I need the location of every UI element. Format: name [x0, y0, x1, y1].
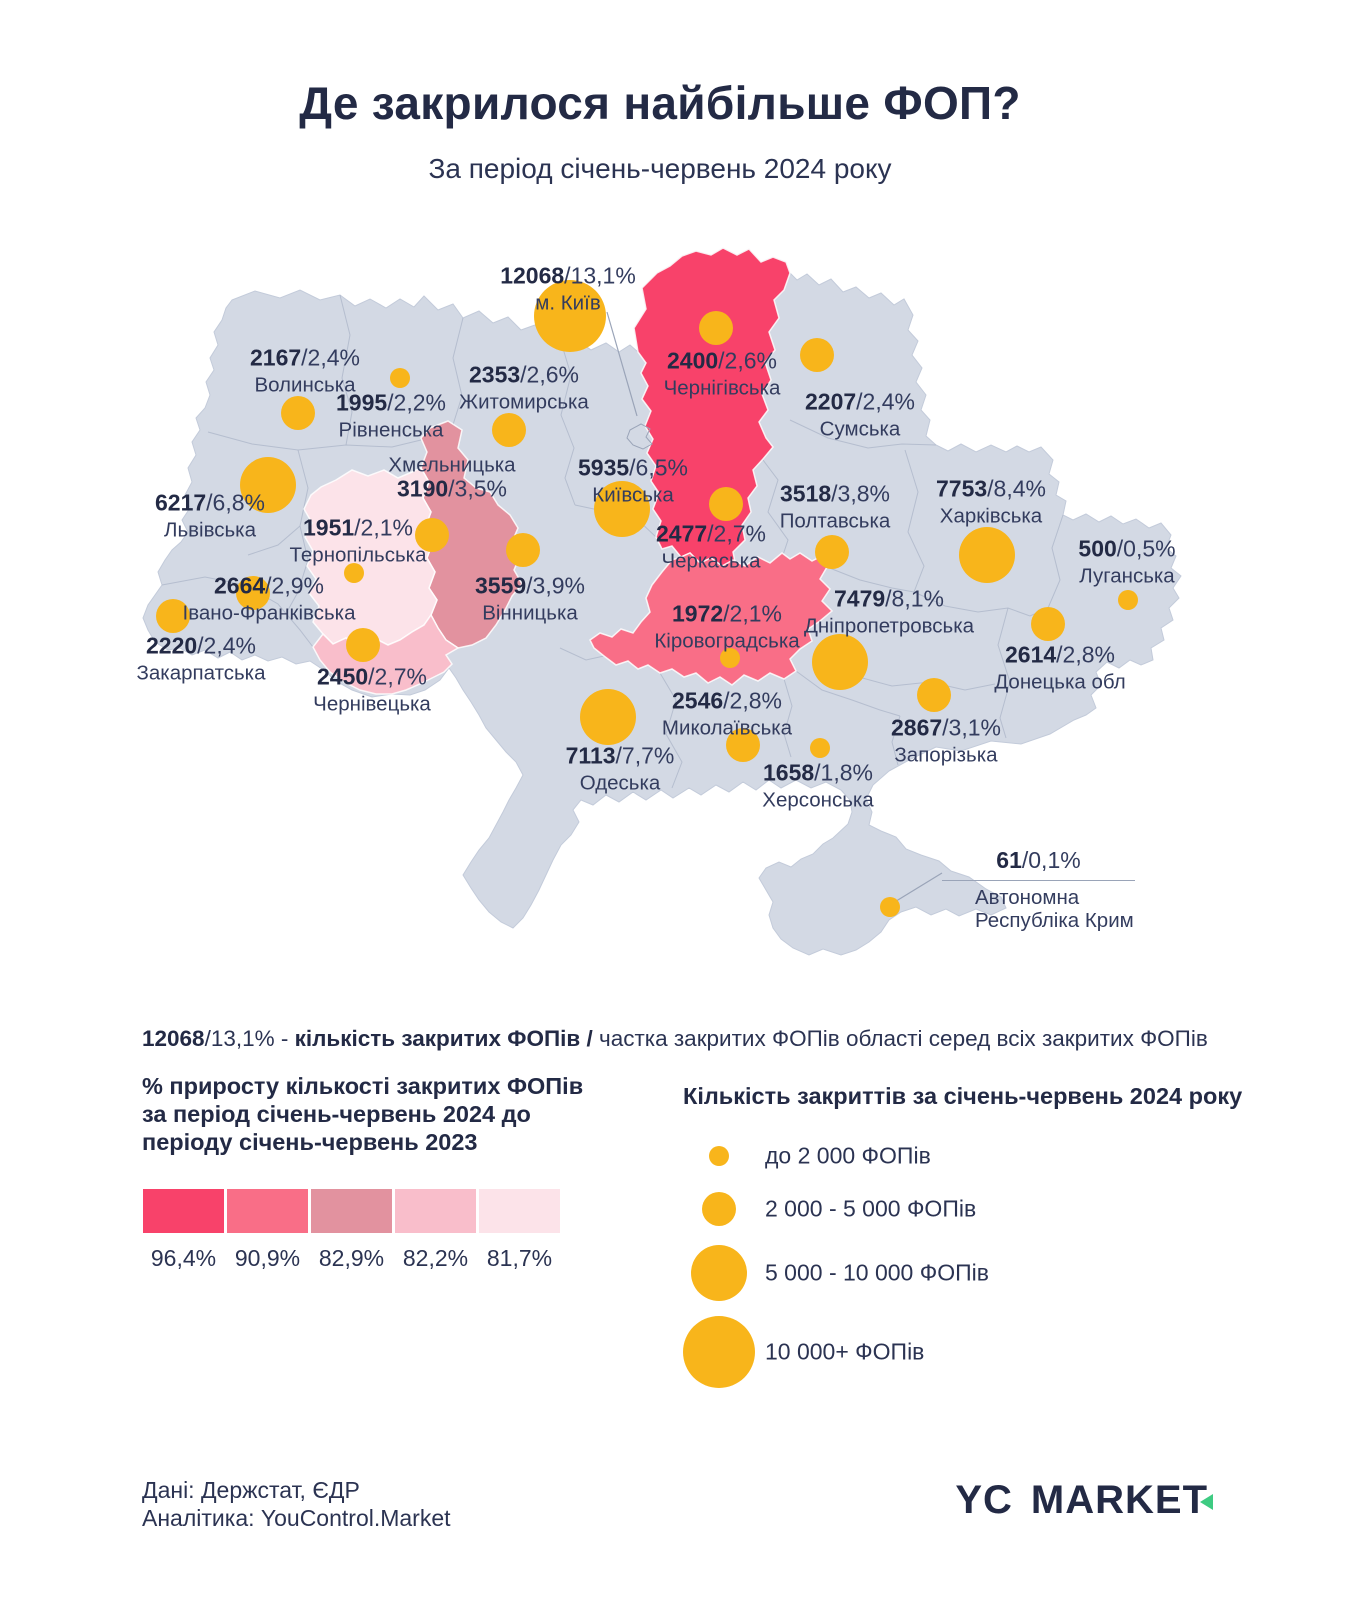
- closures-circle-ternopilska: [344, 563, 364, 583]
- closures-circle-vinnytska: [506, 533, 540, 567]
- explainer-part: /13,1% -: [204, 1026, 295, 1051]
- growth-swatch-0: [143, 1189, 224, 1233]
- growth-swatch-label-2: 82,9%: [318, 1245, 385, 1271]
- explainer-part: 12068: [142, 1026, 205, 1051]
- callout-lines: [606, 311, 943, 904]
- closures-circle-donetska: [1031, 607, 1065, 641]
- data-source-line: Дані: Держстат, ЄДР: [142, 1477, 360, 1503]
- closures-circle-luhanska: [1118, 590, 1138, 610]
- explainer-part: кількість закритих ФОПів /: [294, 1026, 599, 1051]
- explainer-part: частка закритих ФОПів області серед всіх…: [598, 1026, 1208, 1051]
- closures-circle-cherkaska: [709, 487, 743, 521]
- growth-swatch-1: [227, 1189, 308, 1233]
- size-legend-circle-xlarge: [683, 1316, 755, 1388]
- closures-circle-zhytomyrska: [492, 413, 526, 447]
- closures-circle-krym: [880, 897, 900, 917]
- closures-circle-kharkivska: [959, 527, 1015, 583]
- closures-circle-chernihivska: [699, 311, 733, 345]
- closures-circle-kyivska: [594, 481, 650, 537]
- growth-swatch-label-0: 96,4%: [150, 1245, 217, 1271]
- closure-circles: [156, 280, 1138, 917]
- page-title: Де закрилося найбільше ФОП?: [299, 77, 1021, 129]
- closures-circle-zaporizka: [917, 678, 951, 712]
- logo-green-triangle-icon: [1200, 1494, 1213, 1511]
- size-legend-label-xlarge: 10 000+ ФОПів: [765, 1338, 925, 1365]
- analytics-source-line: Аналітика: YouControl.Market: [142, 1505, 451, 1531]
- closures-circle-sumska: [800, 338, 834, 372]
- closures-circle-ivano-frankivska: [236, 576, 270, 610]
- closures-circle-chernivetska: [346, 628, 380, 662]
- closures-circle-khersonska: [810, 738, 830, 758]
- closures-circle-volynska: [281, 396, 315, 430]
- growth-swatch-label-4: 81,7%: [486, 1245, 553, 1271]
- growth-swatch-4: [479, 1189, 560, 1233]
- closures-circle-mykolaivska: [726, 728, 760, 762]
- size-legend-label-small: до 2 000 ФОПів: [765, 1142, 931, 1169]
- closures-circle-dnipropetrovska: [812, 634, 868, 690]
- size-legend-label-large: 5 000 - 10 000 ФОПів: [765, 1259, 989, 1286]
- closures-circle-kirovohradska: [720, 648, 740, 668]
- page-subtitle: За період січень-червень 2024 року: [428, 153, 892, 184]
- closures-circle-khmelnytska: [415, 518, 449, 552]
- closures-circle-m-kyiv: [534, 280, 606, 352]
- kyiv-city-outline: [626, 423, 653, 450]
- legend-explainer: 12068/13,1% - кількість закритих ФОПів /…: [142, 1026, 1208, 1052]
- closures-circle-rivnenska: [390, 368, 410, 388]
- region-shape-ternopilska: [303, 467, 438, 647]
- growth-swatch-label-1: 90,9%: [234, 1245, 301, 1271]
- growth-swatch-label-3: 82,2%: [402, 1245, 469, 1271]
- yc-market-logo: YC MARKET: [955, 1478, 1213, 1523]
- closures-circle-zakarpatska: [156, 599, 190, 633]
- size-legend-label-medium: 2 000 - 5 000 ФОПів: [765, 1195, 977, 1222]
- growth-legend-title: % приросту кількості закритих ФОПів за п…: [142, 1073, 584, 1155]
- logo-market-text: MARKET: [1030, 1478, 1208, 1522]
- size-legend-circle-medium: [702, 1192, 736, 1226]
- closures-circle-odeska: [580, 689, 636, 745]
- size-legend-circle-small: [709, 1146, 729, 1166]
- logo-yc-text: YC: [955, 1478, 1013, 1522]
- crimea-callout-line: [892, 872, 943, 904]
- closures-circle-lvivska: [240, 457, 296, 513]
- region-shape-kirovohradska: [589, 552, 834, 686]
- growth-swatch-2: [311, 1189, 392, 1233]
- growth-swatch-3: [395, 1189, 476, 1233]
- size-legend-circle-large: [691, 1245, 747, 1301]
- size-legend-title: Кількість закриттів за січень-червень 20…: [683, 1083, 1243, 1109]
- kyiv-callout-line: [606, 311, 638, 417]
- region-shape-chernihivska: [633, 247, 791, 567]
- closures-circle-poltavska: [815, 535, 849, 569]
